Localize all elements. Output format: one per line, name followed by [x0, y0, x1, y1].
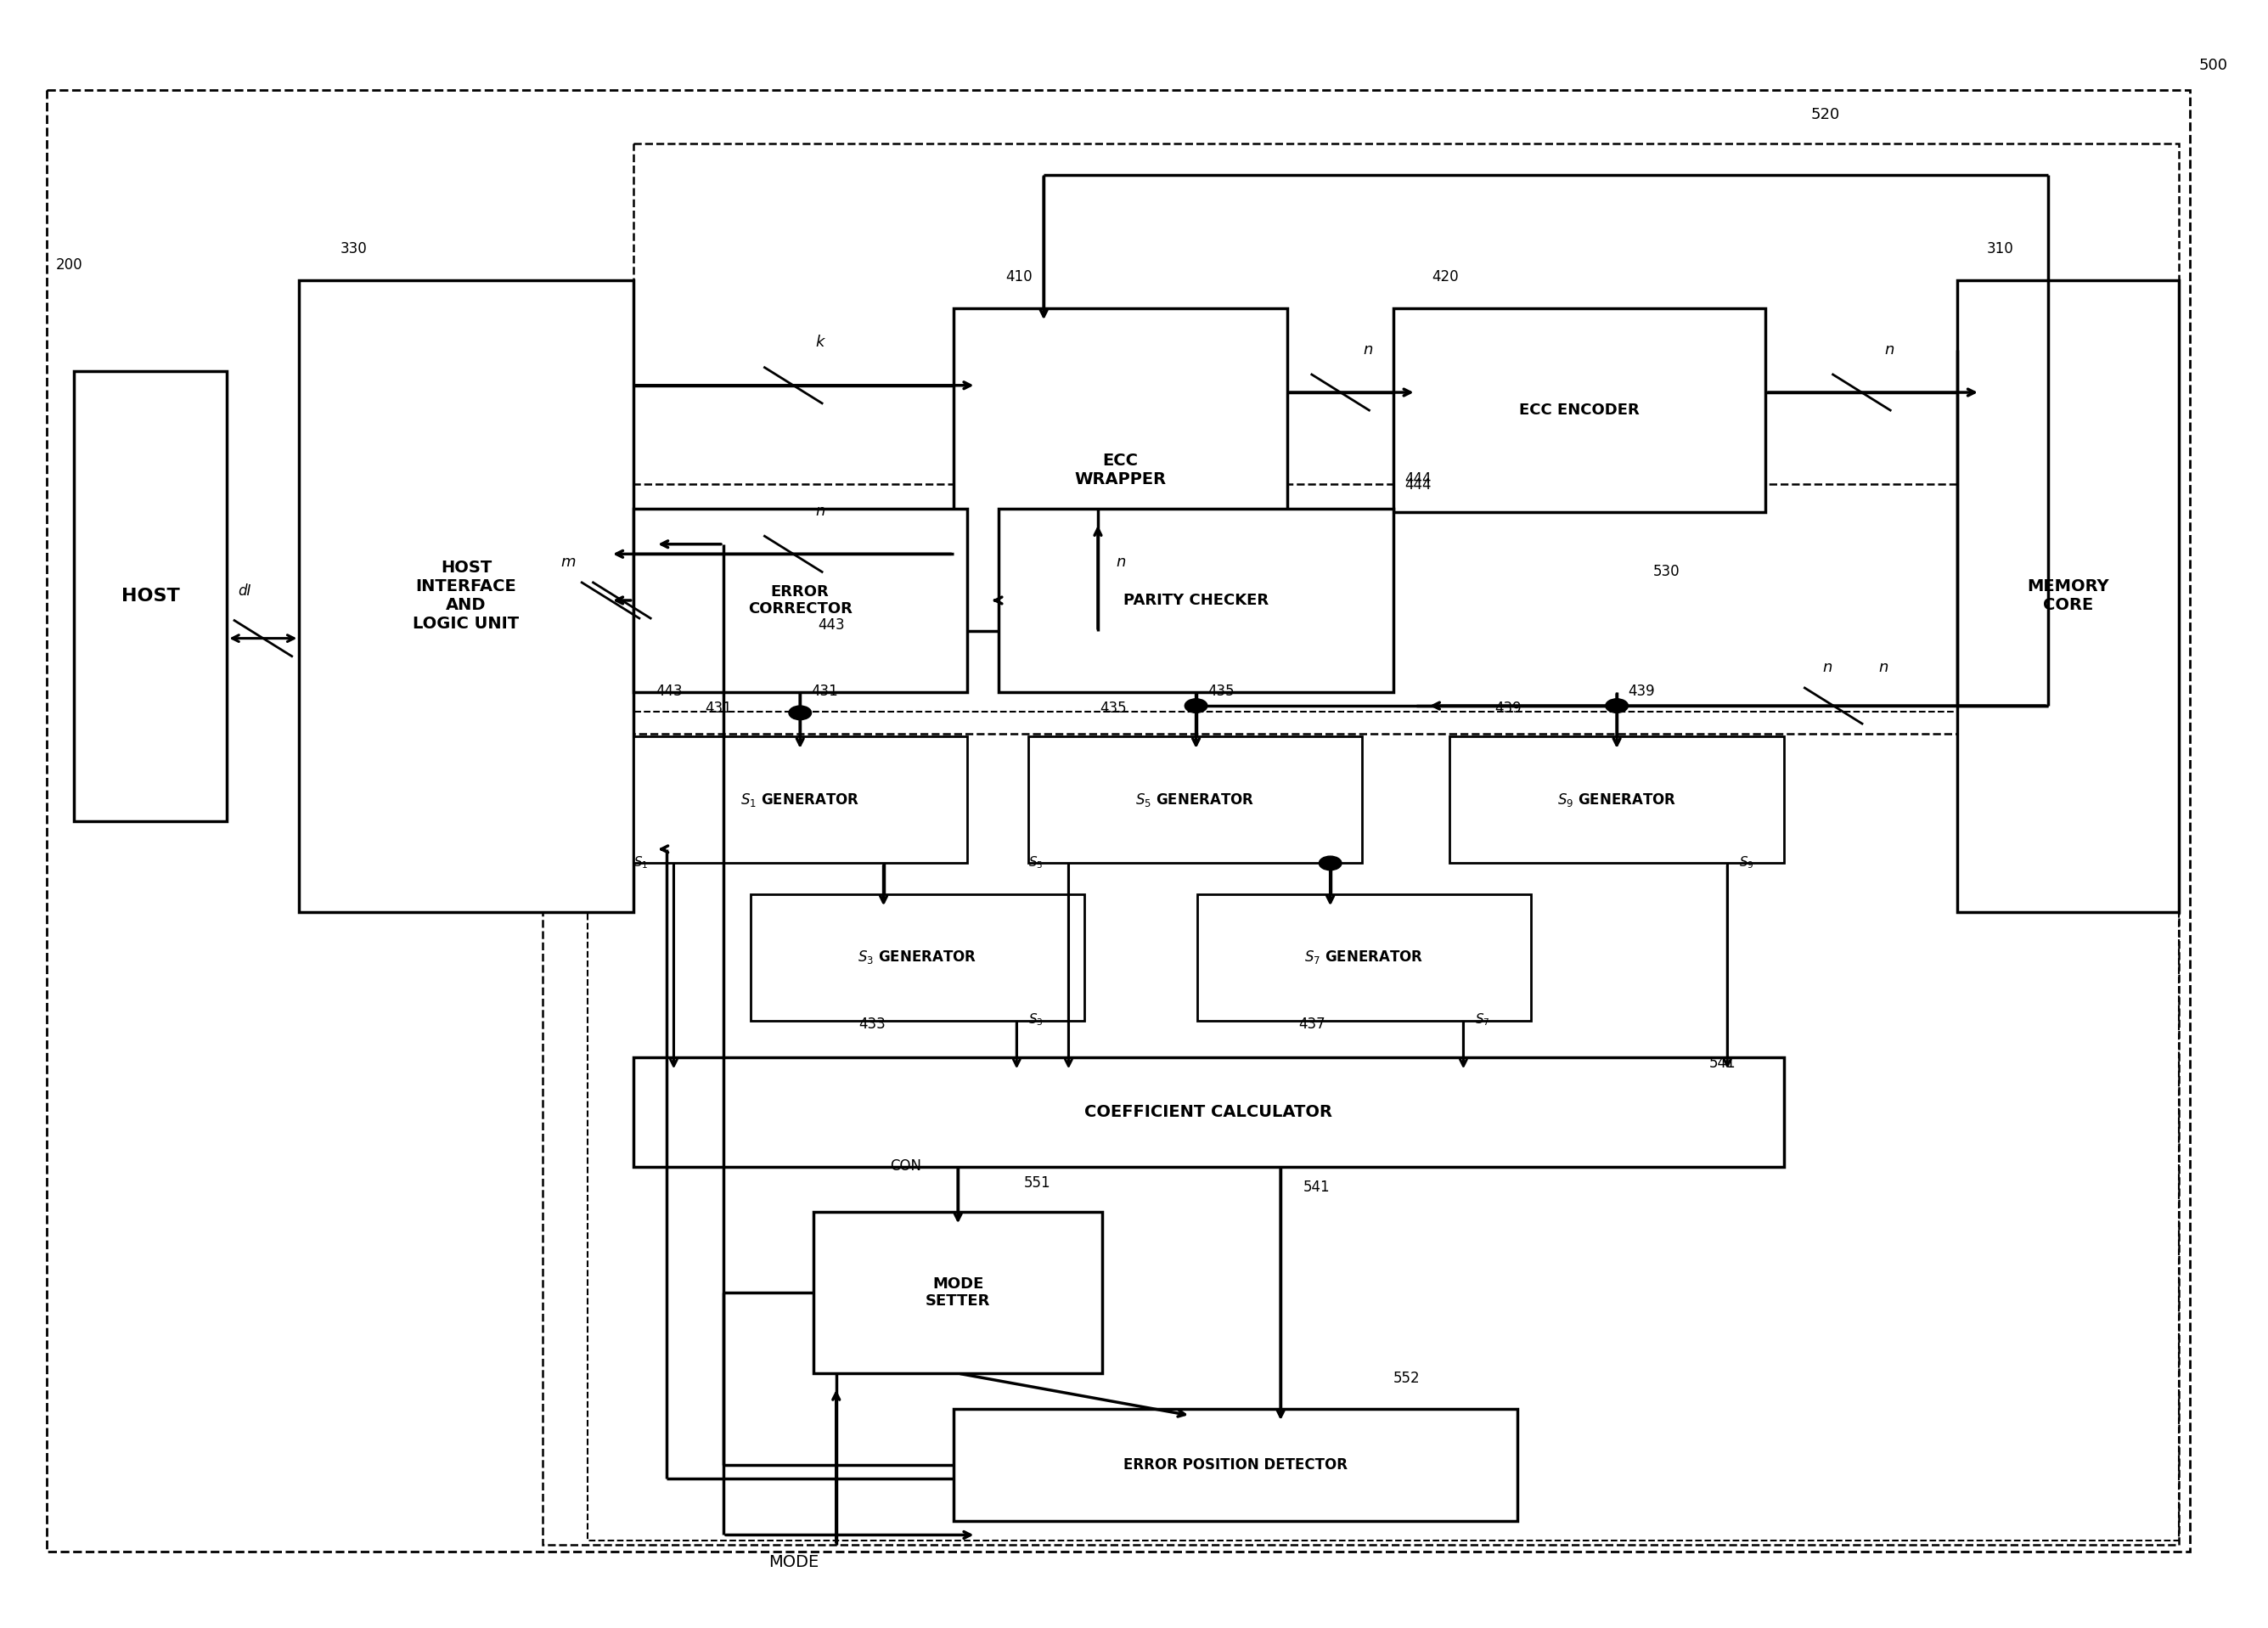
Text: 500: 500 — [2200, 59, 2227, 73]
Text: k: k — [816, 335, 826, 350]
Text: 530: 530 — [1653, 563, 1681, 580]
Text: 444: 444 — [1404, 470, 1431, 487]
Text: $S_7$: $S_7$ — [1474, 1011, 1490, 1027]
Text: 200: 200 — [54, 257, 82, 274]
Text: 330: 330 — [340, 241, 367, 256]
FancyBboxPatch shape — [633, 737, 966, 863]
Text: 410: 410 — [1005, 269, 1032, 285]
Text: 541: 541 — [1710, 1057, 1737, 1071]
Text: 437: 437 — [1300, 1016, 1325, 1032]
Text: $S_3$ GENERATOR: $S_3$ GENERATOR — [857, 949, 978, 965]
FancyBboxPatch shape — [1449, 737, 1785, 863]
FancyBboxPatch shape — [751, 894, 1084, 1021]
Text: $S_9$ GENERATOR: $S_9$ GENERATOR — [1558, 791, 1676, 809]
Text: 433: 433 — [860, 1016, 887, 1032]
Text: PARITY CHECKER: PARITY CHECKER — [1123, 593, 1268, 607]
Circle shape — [1606, 698, 1628, 713]
FancyBboxPatch shape — [1198, 894, 1531, 1021]
Text: MEMORY
CORE: MEMORY CORE — [2028, 580, 2109, 614]
Text: 420: 420 — [1431, 269, 1458, 285]
Text: m: m — [560, 554, 576, 570]
FancyBboxPatch shape — [953, 1408, 1517, 1521]
FancyBboxPatch shape — [633, 510, 966, 692]
Text: n: n — [1885, 342, 1894, 357]
Text: ERROR POSITION DETECTOR: ERROR POSITION DETECTOR — [1123, 1457, 1347, 1472]
Text: 551: 551 — [1023, 1175, 1050, 1190]
Text: 431: 431 — [705, 700, 733, 716]
Circle shape — [1184, 698, 1207, 713]
Circle shape — [789, 707, 812, 720]
Text: n: n — [1116, 555, 1125, 570]
Text: MODE: MODE — [769, 1555, 819, 1569]
Text: $S_7$ GENERATOR: $S_7$ GENERATOR — [1304, 949, 1424, 965]
Text: n: n — [1363, 342, 1372, 357]
Text: ECC ENCODER: ECC ENCODER — [1520, 402, 1640, 418]
Text: n: n — [1821, 659, 1833, 676]
Text: 443: 443 — [655, 684, 683, 698]
FancyBboxPatch shape — [73, 371, 227, 821]
Text: $S_9$: $S_9$ — [1740, 855, 1753, 871]
FancyBboxPatch shape — [633, 1057, 1785, 1167]
Text: $S_5$: $S_5$ — [1027, 855, 1043, 871]
Text: $S_3$: $S_3$ — [1027, 1011, 1043, 1027]
Text: MODE
SETTER: MODE SETTER — [925, 1276, 991, 1309]
Text: $S_1$ GENERATOR: $S_1$ GENERATOR — [742, 791, 860, 809]
Text: n: n — [816, 503, 826, 519]
Text: 310: 310 — [1987, 241, 2014, 256]
Text: n: n — [1878, 659, 1889, 676]
Text: 444: 444 — [1404, 477, 1431, 492]
Text: $S_1$: $S_1$ — [633, 855, 649, 871]
FancyBboxPatch shape — [1393, 308, 1767, 511]
Text: 552: 552 — [1393, 1371, 1420, 1385]
Text: $S_5$ GENERATOR: $S_5$ GENERATOR — [1136, 791, 1254, 809]
Text: 443: 443 — [819, 617, 846, 633]
FancyBboxPatch shape — [953, 308, 1288, 632]
Text: 541: 541 — [1304, 1180, 1329, 1195]
Text: COEFFICIENT CALCULATOR: COEFFICIENT CALCULATOR — [1084, 1104, 1331, 1120]
FancyBboxPatch shape — [1027, 737, 1361, 863]
Text: ECC
WRAPPER: ECC WRAPPER — [1075, 453, 1166, 487]
FancyBboxPatch shape — [299, 280, 633, 912]
Text: dI: dI — [238, 584, 252, 599]
Text: 439: 439 — [1628, 684, 1656, 698]
Text: 435: 435 — [1207, 684, 1234, 698]
Text: ERROR
CORRECTOR: ERROR CORRECTOR — [748, 584, 853, 617]
Text: 520: 520 — [1810, 107, 1839, 122]
Text: 439: 439 — [1495, 700, 1522, 716]
Text: CON: CON — [891, 1159, 921, 1174]
Text: 431: 431 — [812, 684, 839, 698]
Text: 435: 435 — [1100, 700, 1127, 716]
Text: HOST
INTERFACE
AND
LOGIC UNIT: HOST INTERFACE AND LOGIC UNIT — [413, 560, 519, 632]
FancyBboxPatch shape — [998, 510, 1393, 692]
Text: HOST: HOST — [120, 588, 179, 604]
Circle shape — [1320, 856, 1343, 871]
FancyBboxPatch shape — [814, 1211, 1102, 1374]
FancyBboxPatch shape — [1957, 280, 2180, 912]
